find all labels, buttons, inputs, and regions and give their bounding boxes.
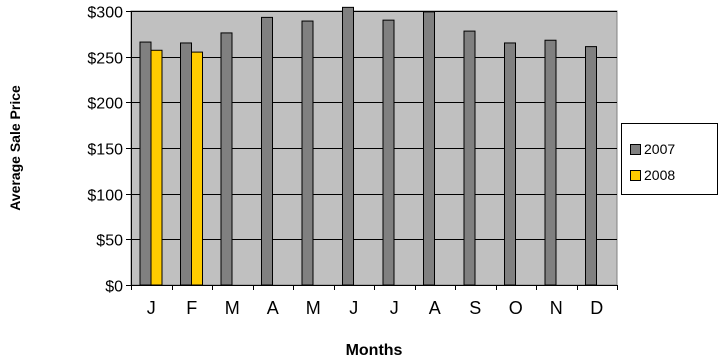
bar-2007-10 — [504, 42, 516, 286]
y-tick-label: $50 — [96, 233, 123, 250]
bar-2007-7 — [382, 19, 395, 286]
x-tick-label: J — [147, 298, 156, 318]
x-tick-label: A — [267, 298, 279, 318]
gridlines — [126, 11, 617, 286]
bar-2007-2 — [180, 42, 192, 286]
bar-2007-5 — [301, 20, 314, 286]
bar-2007-11 — [544, 39, 557, 286]
y-axis-label: Average Sale Price — [7, 85, 23, 211]
legend-label-2008: 2008 — [644, 167, 676, 183]
x-tick-label: N — [550, 298, 563, 318]
x-tick-label: F — [186, 298, 197, 318]
x-tick-label: A — [429, 298, 441, 318]
axes — [131, 11, 618, 290]
bar-2007-12 — [585, 46, 597, 286]
legend-swatch-2008 — [630, 169, 641, 181]
bar-2008-1 — [150, 49, 163, 286]
bar-2007-6 — [342, 6, 354, 286]
y-tick-label: $100 — [87, 188, 123, 205]
bar-2007-9 — [463, 30, 476, 286]
x-tick-label: D — [590, 298, 603, 318]
bar-2008-2 — [191, 51, 203, 286]
y-tick-label: $250 — [87, 51, 123, 68]
legend-item-2008: 2008 — [630, 166, 675, 184]
bar-2007-1 — [139, 41, 152, 286]
x-tick-label: O — [509, 298, 523, 318]
bar-2007-3 — [220, 32, 233, 286]
x-tick-label: S — [469, 298, 481, 318]
y-tick-labels: $0 $50 $100 $150 $200 $250 $300 — [87, 5, 123, 296]
legend-swatch-2007 — [630, 143, 641, 155]
x-axis-label: Months — [346, 342, 403, 359]
bar-2007-8 — [423, 11, 435, 286]
legend-label-2007: 2007 — [644, 141, 676, 157]
y-tick-label: $150 — [87, 142, 123, 159]
y-tick-label: $0 — [105, 279, 123, 296]
x-tick-label: J — [349, 298, 358, 318]
legend: 2007 2008 — [621, 123, 718, 195]
y-tick-label: $200 — [87, 96, 123, 113]
legend-item-2007: 2007 — [630, 140, 675, 158]
bar-2007-4 — [261, 16, 273, 286]
x-tick-label: M — [306, 298, 321, 318]
x-tick-label: J — [390, 298, 399, 318]
y-tick-label: $300 — [87, 5, 123, 22]
x-tick-label: M — [225, 298, 240, 318]
